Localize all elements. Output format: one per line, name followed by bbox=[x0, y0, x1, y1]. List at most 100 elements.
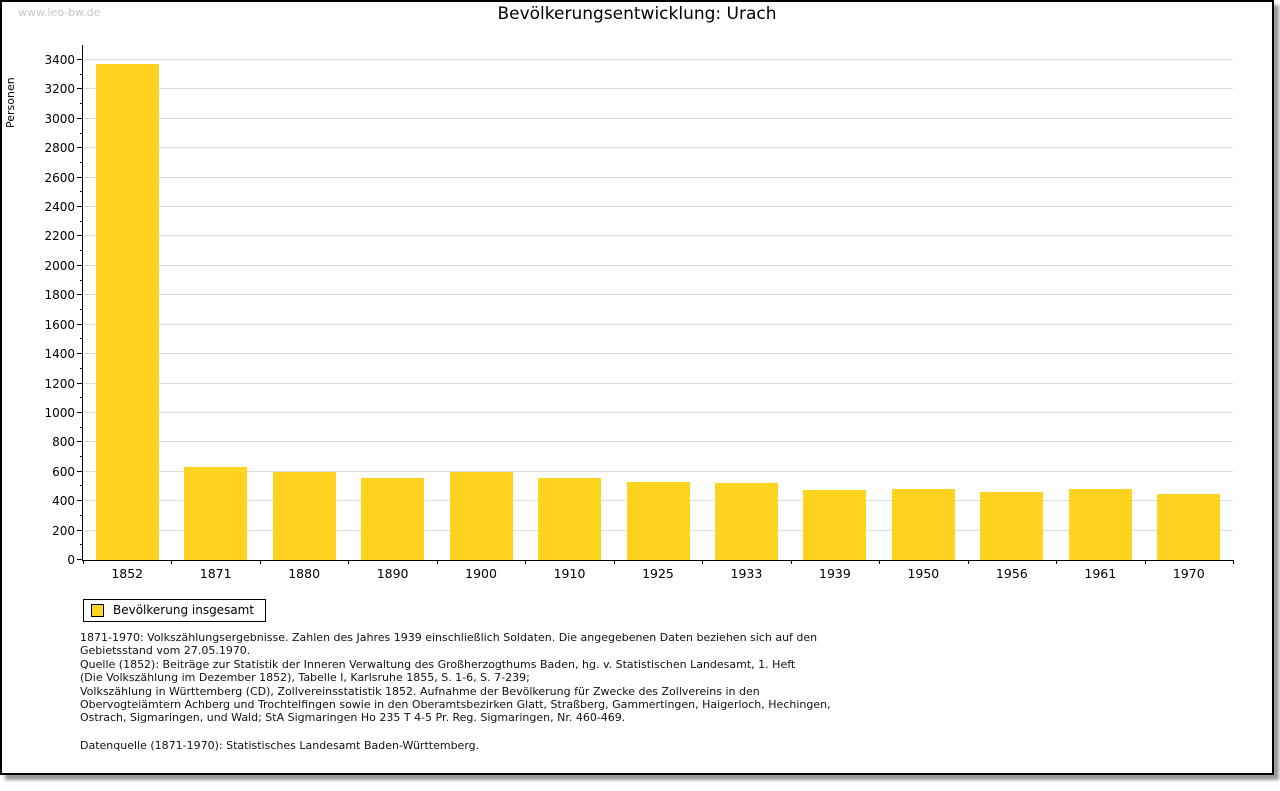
y-axis-tick bbox=[80, 191, 83, 193]
x-axis-label: 1970 bbox=[1172, 566, 1205, 581]
x-axis-label: 1925 bbox=[642, 566, 674, 581]
y-axis-tick-label: 2000 bbox=[44, 258, 75, 273]
x-axis-tick bbox=[525, 560, 526, 564]
y-axis-tick bbox=[80, 73, 83, 75]
gridline bbox=[83, 382, 1233, 384]
bar-1890 bbox=[361, 478, 425, 560]
gridline bbox=[83, 206, 1233, 208]
bar-1910 bbox=[538, 478, 602, 560]
y-axis-tick-label: 400 bbox=[52, 494, 75, 509]
x-axis-tick bbox=[1233, 560, 1234, 564]
y-axis-tick bbox=[77, 59, 83, 60]
x-axis-tick bbox=[348, 560, 349, 564]
x-axis-label: 1939 bbox=[819, 566, 851, 581]
y-axis-tick bbox=[80, 250, 83, 252]
y-axis-tick bbox=[80, 220, 83, 222]
y-axis-tick-label: 3000 bbox=[44, 111, 75, 126]
y-axis-tick bbox=[77, 235, 83, 237]
bar-1956 bbox=[980, 492, 1044, 560]
y-axis-tick-label: 200 bbox=[52, 523, 75, 538]
bar-1925 bbox=[626, 482, 690, 560]
gridline bbox=[83, 147, 1233, 149]
chart-frame: www.leo-bw.de Bevölkerungsentwicklung: U… bbox=[0, 0, 1274, 775]
y-axis-tick bbox=[80, 338, 83, 340]
x-axis-label: 1880 bbox=[288, 566, 321, 581]
y-axis-tick-label: 2200 bbox=[44, 229, 75, 244]
legend-swatch bbox=[91, 603, 104, 617]
x-axis-label: 1890 bbox=[376, 566, 409, 581]
x-axis-label: 1910 bbox=[553, 566, 586, 581]
y-axis-tick bbox=[77, 529, 83, 531]
y-axis-tick bbox=[77, 382, 83, 384]
y-axis-tick bbox=[80, 514, 83, 516]
x-axis-label: 1852 bbox=[111, 566, 144, 581]
bar-1871 bbox=[184, 467, 248, 560]
y-axis-tick bbox=[80, 309, 83, 310]
gridline bbox=[83, 323, 1233, 325]
bar-1933 bbox=[714, 483, 778, 560]
y-axis-tick bbox=[77, 441, 83, 443]
y-axis-tick bbox=[80, 367, 83, 369]
y-axis-tick bbox=[77, 559, 83, 560]
watermark: www.leo-bw.de bbox=[18, 6, 101, 19]
gridline bbox=[83, 470, 1233, 472]
chart-title: Bevölkerungsentwicklung: Urach bbox=[497, 4, 777, 24]
bar-1900 bbox=[449, 472, 513, 560]
x-axis-tick bbox=[83, 560, 84, 564]
y-axis-tick bbox=[80, 397, 83, 399]
gridline bbox=[83, 441, 1233, 443]
footnote-line: Volkszählung in Württemberg (CD), Zollve… bbox=[80, 684, 760, 698]
y-axis-tick-label: 3200 bbox=[44, 82, 75, 97]
y-axis-tick bbox=[77, 117, 83, 119]
y-axis-tick-label: 2400 bbox=[44, 200, 75, 215]
x-axis-label: 1871 bbox=[199, 566, 232, 581]
y-axis-tick-label: 3400 bbox=[44, 53, 75, 67]
y-axis-tick bbox=[77, 411, 83, 413]
x-axis-tick bbox=[260, 560, 261, 564]
bar-1852 bbox=[95, 64, 159, 560]
y-axis-tick bbox=[77, 206, 83, 208]
footnote-line: Gebietsstand vom 27.05.1970. bbox=[80, 644, 251, 658]
y-axis-tick bbox=[77, 500, 83, 502]
footnote-line: Ostrach, Sigmaringen, und Wald; StA Sigm… bbox=[80, 711, 626, 725]
bar-1939 bbox=[803, 490, 867, 560]
footnote-line: (Die Volkszählung im Dezember 1852), Tab… bbox=[80, 671, 530, 685]
y-axis-tick-label: 1600 bbox=[44, 317, 75, 332]
y-axis-tick bbox=[77, 88, 83, 90]
x-axis-tick bbox=[702, 560, 703, 564]
y-axis-tick bbox=[77, 470, 83, 472]
x-axis-label: 1933 bbox=[730, 566, 763, 581]
bar-1970 bbox=[1157, 494, 1221, 560]
plot-area: 0 200 400 600 800 1000 1200 1400 1600 1800 2000 220… bbox=[44, 45, 1234, 581]
bar-1961 bbox=[1068, 489, 1132, 560]
footnotes: 1871-1970: Volkszählungsergebnisse. Zahl… bbox=[80, 631, 920, 752]
y-axis-tick bbox=[80, 132, 83, 134]
y-axis-tick bbox=[77, 147, 83, 149]
y-axis-tick-label: 0 bbox=[67, 553, 75, 567]
gridline bbox=[83, 59, 1233, 60]
x-axis-tick bbox=[879, 560, 880, 564]
y-axis-tick bbox=[77, 323, 83, 325]
y-axis-tick-label: 2800 bbox=[44, 141, 75, 156]
y-axis-tick bbox=[80, 103, 83, 105]
y-axis-tick bbox=[80, 279, 83, 281]
gridline bbox=[83, 294, 1233, 296]
x-axis-tick bbox=[968, 560, 969, 564]
legend: Bevölkerung insgesamt bbox=[83, 599, 267, 622]
y-axis-tick bbox=[77, 176, 83, 178]
footnote-line: Quelle (1852): Beiträge zur Statistik de… bbox=[80, 657, 796, 671]
x-axis-tick bbox=[1145, 560, 1146, 564]
x-axis-label: 1956 bbox=[995, 566, 1028, 581]
gridline bbox=[83, 176, 1233, 178]
y-axis-tick-label: 1000 bbox=[44, 405, 75, 420]
y-axis-tick bbox=[80, 485, 83, 487]
footnote-line: 1871-1970: Volkszählungsergebnisse. Zahl… bbox=[80, 631, 818, 644]
y-axis-tick-label: 800 bbox=[52, 435, 75, 450]
y-axis-tick-label: 1400 bbox=[44, 347, 75, 362]
y-axis-title: Personen bbox=[4, 77, 17, 128]
y-axis-tick bbox=[80, 161, 83, 163]
y-axis-tick bbox=[77, 264, 83, 266]
bar-1880 bbox=[272, 472, 336, 560]
y-axis-tick bbox=[80, 544, 83, 546]
gridline bbox=[83, 117, 1233, 119]
